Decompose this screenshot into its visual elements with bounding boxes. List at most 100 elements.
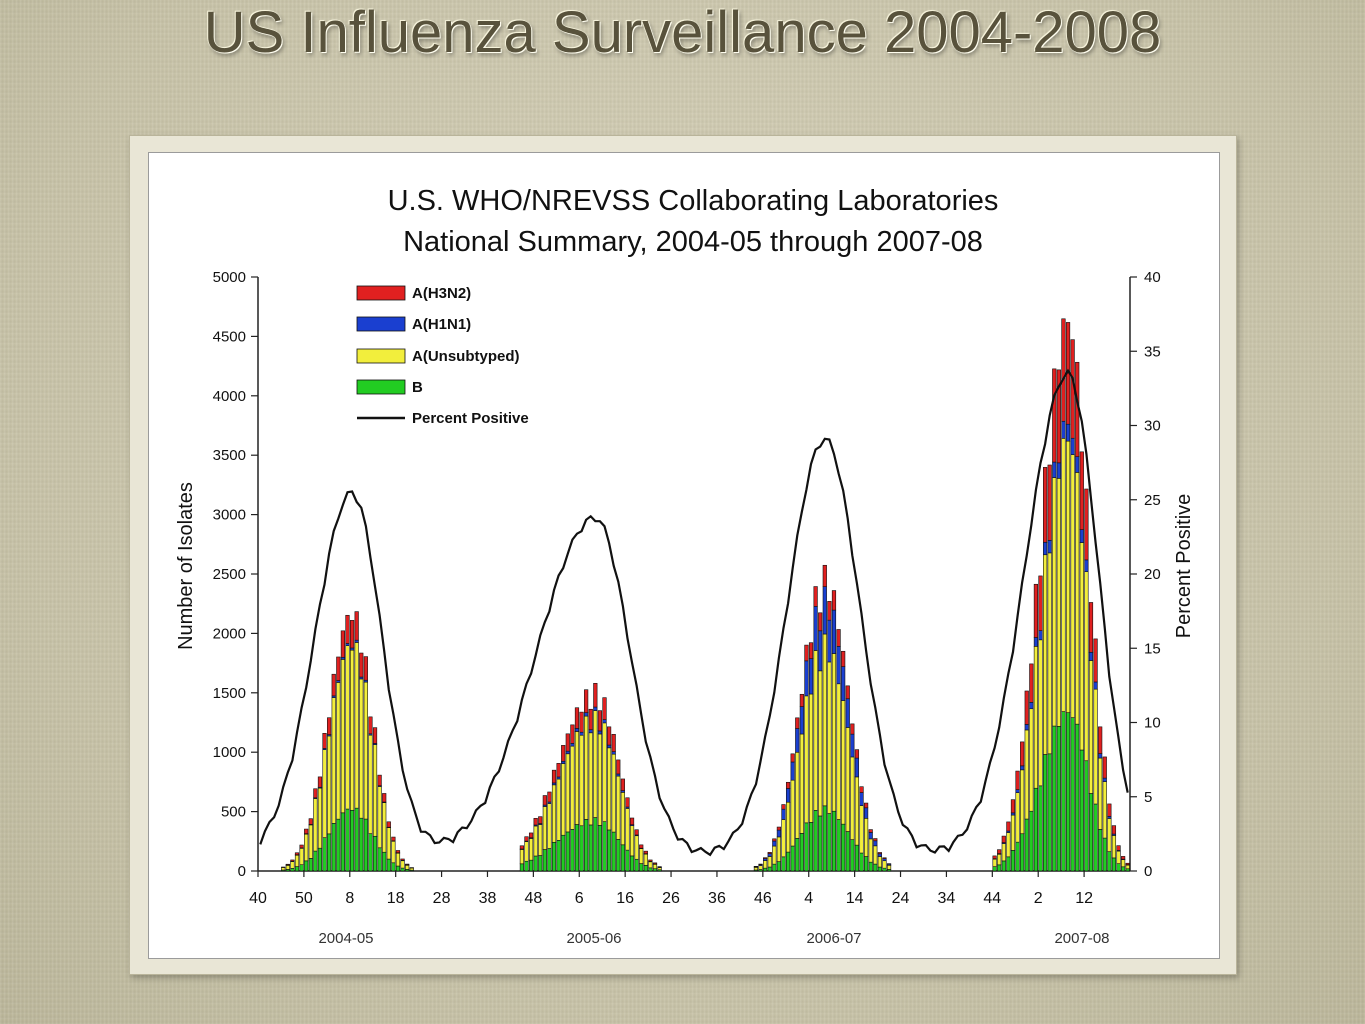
- bar-segment-a-unsubtyped: [781, 819, 786, 858]
- bar-segment-a-h3n2: [841, 650, 846, 667]
- bar-segment-a-unsubtyped: [1061, 438, 1066, 712]
- bar-segment-a-h1n1: [340, 656, 346, 660]
- bar-segment-a-h3n2: [657, 866, 662, 868]
- bar-segment-a-unsubtyped: [304, 833, 309, 862]
- bar-segment-a-h3n2: [570, 724, 575, 744]
- bar-segment-a-h3n2: [629, 817, 635, 826]
- bar-segment-b: [864, 856, 869, 872]
- bar-segment-a-h3n2: [868, 829, 873, 833]
- bar-segment-a-h3n2: [1033, 583, 1039, 638]
- bar-segment-a-h3n2: [299, 844, 304, 849]
- bar-segment-b: [781, 856, 786, 872]
- bar-segment-b: [836, 819, 841, 872]
- bar-segment-a-unsubtyped: [767, 856, 772, 868]
- bar-segment-a-unsubtyped: [359, 678, 364, 819]
- bar-segment-a-h3n2: [648, 859, 653, 862]
- bar-segment-a-h3n2: [359, 652, 364, 678]
- bar-segment-a-h1n1: [345, 643, 350, 646]
- y-tick-label: 2500: [213, 566, 246, 583]
- bar-segment-a-unsubtyped: [294, 854, 300, 867]
- bar-segment-a-unsubtyped: [565, 753, 570, 833]
- bar-segment-a-unsubtyped: [551, 784, 557, 843]
- bar-segment-a-unsubtyped: [827, 661, 832, 814]
- bar-segment-a-unsubtyped: [776, 836, 782, 862]
- bar-segment-a-unsubtyped: [648, 861, 653, 869]
- bar-segment-a-h3n2: [327, 717, 332, 735]
- bar-segment-a-h3n2: [547, 791, 552, 803]
- bar-segment-b: [1056, 726, 1061, 872]
- bar-segment-a-h3n2: [584, 689, 589, 713]
- bar-segment-a-h3n2: [565, 733, 570, 752]
- bar-segment-b: [382, 851, 387, 872]
- bar-segment-a-h3n2: [1061, 318, 1066, 422]
- bar-segment-a-unsubtyped: [1029, 708, 1034, 812]
- bar-segment-b: [533, 855, 538, 872]
- bar-segment-a-h1n1: [873, 840, 878, 847]
- y-tick-label: 5000: [213, 269, 246, 286]
- x-tick-label: 16: [616, 890, 634, 907]
- bar-segment-a-h1n1: [763, 858, 768, 861]
- bar-segment-a-h3n2: [776, 826, 782, 831]
- bar-segment-a-h1n1: [836, 646, 841, 685]
- bar-segment-a-h3n2: [1006, 821, 1011, 832]
- chart-title: U.S. WHO/NREVSS Collaborating Laboratori…: [388, 185, 999, 217]
- bar-segment-a-h1n1: [808, 658, 814, 695]
- bar-segment-a-h3n2: [1093, 638, 1098, 683]
- bar-segment-a-unsubtyped: [1010, 814, 1016, 851]
- bar-segment-b: [547, 848, 552, 872]
- y2-tick-label: 15: [1144, 640, 1161, 657]
- bar-segment-a-unsubtyped: [570, 745, 575, 830]
- bar-segment-b: [359, 817, 364, 872]
- x-tick-label: 26: [662, 890, 680, 907]
- x-tick-label: 34: [938, 890, 956, 907]
- x-tick-label: 12: [1075, 890, 1093, 907]
- bar-segment-a-unsubtyped: [785, 801, 791, 853]
- bar-segment-a-h3n2: [1024, 690, 1029, 725]
- bar-segment-a-h3n2: [652, 862, 658, 865]
- bar-segment-a-h1n1: [606, 744, 612, 749]
- bar-segment-a-unsubtyped: [836, 683, 841, 820]
- bar-segment-a-unsubtyped: [1015, 792, 1020, 843]
- bar-segment-a-unsubtyped: [616, 775, 621, 840]
- bar-segment-a-h1n1: [1075, 456, 1080, 473]
- bar-segment-b: [538, 855, 543, 872]
- bar-segment-a-h3n2: [345, 614, 350, 644]
- bar-segment-a-h1n1: [790, 761, 795, 781]
- bar-segment-b: [625, 849, 630, 872]
- bar-segment-a-unsubtyped: [400, 860, 405, 869]
- bar-segment-b: [776, 861, 782, 872]
- bar-segment-b: [602, 821, 607, 872]
- bar-segment-b: [322, 837, 327, 872]
- bar-segment-b: [882, 867, 887, 872]
- chart-subtitle: National Summary, 2004-05 through 2007-0…: [403, 226, 983, 258]
- bar-segment-b: [317, 847, 323, 872]
- bar-segment-a-h1n1: [841, 666, 846, 701]
- y-tick-label: 500: [221, 804, 246, 821]
- bar-segment-a-h3n2: [574, 707, 580, 729]
- bar-segment-a-h3n2: [372, 727, 378, 744]
- bar-segment-a-h3n2: [1116, 845, 1121, 851]
- bar-segment-a-h1n1: [1088, 651, 1094, 661]
- bar-segment-a-unsubtyped: [1088, 660, 1094, 794]
- bar-segment-a-h3n2: [850, 723, 855, 735]
- bar-segment-a-unsubtyped: [391, 840, 396, 864]
- bar-segment-b: [584, 819, 589, 872]
- bar-segment-a-h3n2: [336, 656, 341, 681]
- bar-segment-a-h3n2: [317, 776, 323, 788]
- bar-segment-a-h3n2: [556, 763, 561, 778]
- legend-label: A(H1N1): [412, 316, 471, 333]
- bar-segment-a-unsubtyped: [308, 824, 313, 859]
- y2-tick-label: 25: [1144, 492, 1161, 509]
- bar-segment-a-unsubtyped: [611, 753, 616, 833]
- bar-segment-a-h3n2: [763, 857, 768, 859]
- x-tick-label: 28: [433, 890, 451, 907]
- bar-segment-a-h3n2: [859, 786, 864, 793]
- bar-segment-a-h3n2: [340, 630, 346, 658]
- bar-segment-a-unsubtyped: [1102, 781, 1107, 839]
- season-label: 2007-08: [1054, 930, 1109, 947]
- bar-segment-b: [1125, 868, 1130, 872]
- bar-segment-a-h1n1: [1010, 812, 1016, 816]
- bar-segment-a-h3n2: [593, 682, 598, 708]
- bar-segment-b: [1020, 833, 1025, 872]
